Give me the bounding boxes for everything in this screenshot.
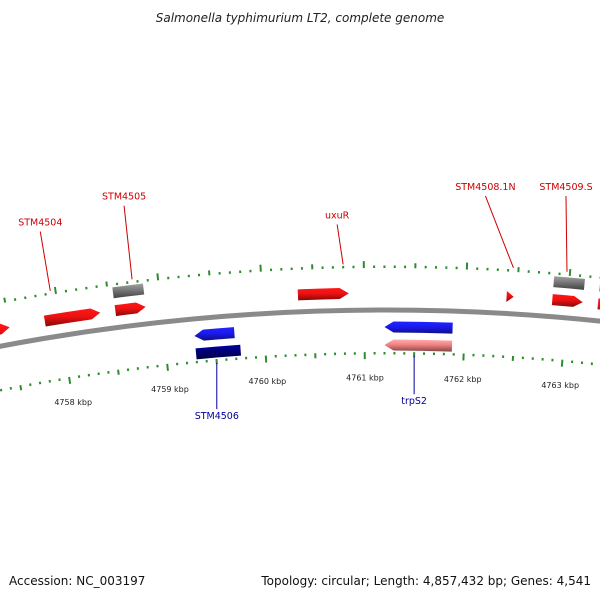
reverse-tick [68,376,72,384]
forward-tick-ring [3,261,600,303]
genome-backbone [0,307,600,349]
gene-label-stm4505[interactable]: STM4505 [102,192,146,203]
gene-feature[interactable] [0,323,10,340]
label-leader-line [123,205,133,280]
gene-label-stm4506[interactable]: STM4506 [195,411,239,422]
gene-label-stm4504[interactable]: STM4504 [18,218,62,229]
scale-tick-label: 4762 kbp [444,375,482,384]
gene-feature[interactable] [506,290,514,302]
reverse-tick [560,359,564,367]
label-leader-line [484,195,514,269]
label-leader-line [39,231,51,291]
genome-title: Salmonella typhimurium LT2, complete gen… [156,11,445,25]
forward-tick [568,268,572,277]
gene-feature[interactable] [384,321,453,334]
label-leader-line [336,224,344,265]
feature-track [0,276,600,360]
accession-text: Accession: NC_003197 [9,574,146,588]
forward-tick [156,273,160,281]
scale-tick-label: 4761 kbp [346,374,384,383]
gene-feature[interactable] [384,339,453,352]
reverse-tick-ring [0,351,593,392]
gene-feature[interactable] [551,294,583,307]
label-leader-line [565,195,568,272]
reverse-tick [117,369,120,375]
gene-feature[interactable] [43,308,101,327]
gene-feature[interactable] [195,344,242,360]
scale-tick-label: 4758 kbp [54,398,92,407]
gene-label-trps2[interactable]: trpS2 [401,396,427,407]
forward-tick [105,281,108,287]
genome-summary-text: Topology: circular; Length: 4,857,432 bp… [261,574,591,588]
gene-label-stm4509-s[interactable]: STM4509.S [539,182,592,193]
gene-label-stm4508-1n[interactable]: STM4508.1N [455,182,515,193]
gene-feature[interactable] [194,327,235,341]
scale-tick-label: 4760 kbp [249,377,287,386]
scale-tick-label: 4759 kbp [151,385,189,394]
gene-feature[interactable] [114,302,146,317]
forward-tick [3,297,7,303]
reverse-tick [19,385,23,391]
gene-labels: STM4503STM4504STM4505uxuRSTM4508.1NSTM45… [18,182,592,422]
gene-feature[interactable] [597,298,600,313]
scale-tick-label: 4763 kbp [541,381,579,390]
gene-feature[interactable] [112,283,145,299]
reverse-tick [166,363,169,371]
forward-tick [53,286,57,295]
gene-label-uxur[interactable]: uxuR [325,210,350,221]
gene-feature[interactable] [297,288,349,301]
gene-feature[interactable] [553,276,585,290]
